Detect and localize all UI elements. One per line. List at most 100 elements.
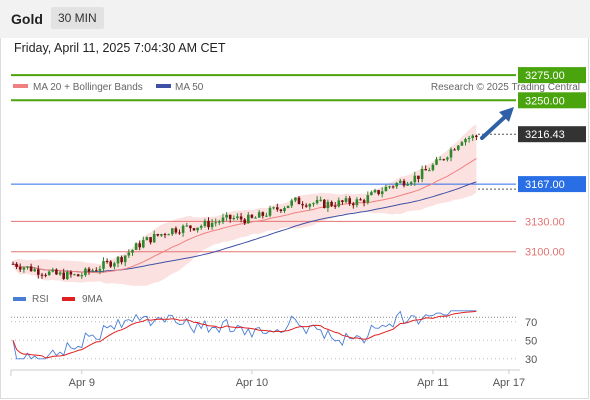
candle-body — [185, 225, 189, 227]
candle-body — [323, 199, 326, 208]
candle-body — [283, 208, 286, 211]
candle-body — [449, 149, 453, 158]
candle-body — [352, 203, 355, 206]
candle-body — [102, 261, 105, 269]
candle-body — [424, 169, 427, 171]
candle-body — [138, 243, 141, 248]
chart-frame — [0, 38, 589, 399]
rsi-ma-legend-label: 9MA — [82, 294, 103, 305]
candle-body — [69, 271, 73, 275]
candle-body — [380, 191, 384, 195]
candle-body — [163, 234, 167, 236]
candle-body — [236, 216, 239, 218]
candle-body — [250, 214, 254, 218]
candle-body — [312, 203, 315, 205]
candle-body — [467, 138, 471, 139]
target-arrow-icon — [480, 107, 514, 140]
candle-body — [33, 269, 36, 272]
candle-body — [286, 205, 290, 208]
candle-body — [460, 142, 464, 146]
candle-body — [105, 261, 109, 262]
rsi-tick-1: 50 — [525, 335, 537, 347]
candle-body — [330, 201, 333, 206]
candle-body — [384, 186, 388, 192]
candle-body — [113, 263, 116, 267]
candles — [11, 134, 478, 280]
candle-body — [428, 170, 431, 172]
candle-body — [29, 266, 33, 272]
candle-body — [265, 215, 268, 217]
level-label-bg-0 — [518, 67, 586, 84]
candle-body — [341, 200, 344, 202]
level-label-4: 3130.00 — [525, 216, 565, 228]
rsi-legend-swatch — [13, 297, 26, 301]
candle-body — [333, 205, 337, 207]
ma50-legend-label: MA 50 — [175, 82, 204, 93]
candle-body — [402, 180, 406, 186]
candle-body — [308, 204, 312, 207]
candle-body — [348, 198, 351, 204]
rsi-line — [12, 310, 477, 360]
candle-body — [160, 234, 163, 236]
level-label-3: 3167.00 — [525, 179, 565, 191]
candle-body — [80, 275, 84, 277]
candle-body — [225, 214, 228, 218]
candle-body — [47, 271, 51, 276]
candle-body — [167, 234, 170, 236]
candle-body — [420, 169, 424, 179]
candle-body — [254, 217, 257, 219]
candle-body — [178, 232, 181, 234]
chart-datetime: Friday, April 11, 2025 7:04:30 AM CET — [14, 41, 226, 55]
bollinger-band — [13, 124, 477, 286]
candle-body — [149, 237, 152, 243]
candle-body — [210, 222, 214, 228]
rsi-ma-line — [12, 310, 477, 359]
candle-body — [76, 274, 80, 277]
candle-body — [370, 192, 373, 196]
candle-body — [413, 175, 417, 183]
candle-body — [319, 199, 322, 201]
candle-body — [98, 268, 102, 271]
candle-body — [395, 182, 398, 187]
candle-body — [192, 228, 196, 231]
interval-selector[interactable]: 30 MIN — [51, 7, 104, 29]
candle-body — [438, 159, 442, 161]
price-level-labels: 3275.00 3250.00 3216.43 3167.00 3130.00 3100.… — [518, 67, 586, 259]
candle-body — [272, 207, 275, 209]
x-tick-label-2: Apr 11 — [417, 377, 449, 389]
ma20-legend-swatch — [13, 84, 28, 88]
candle-body — [95, 270, 98, 272]
candle-body — [391, 186, 395, 188]
candle-body — [457, 145, 460, 150]
candle-body — [337, 200, 341, 207]
candle-body — [145, 237, 149, 241]
candle-body — [87, 268, 91, 272]
candle-body — [109, 261, 112, 267]
candle-body — [142, 240, 145, 248]
candle-body — [471, 135, 474, 138]
candle-body — [123, 255, 127, 263]
candle-body — [453, 149, 456, 151]
x-tick-label-3: Apr 17 — [493, 377, 525, 389]
candle-body — [152, 234, 156, 243]
candle-body — [268, 208, 272, 216]
candle-body — [366, 195, 370, 203]
candle-body — [388, 186, 391, 188]
level-label-2: 3216.43 — [525, 129, 565, 141]
level-label-bg-2 — [518, 126, 586, 143]
candle-body — [261, 212, 265, 216]
candle-body — [196, 227, 199, 231]
level-label-5: 3100.00 — [525, 247, 565, 259]
candle-body — [247, 214, 250, 224]
candle-body — [228, 214, 232, 219]
candle-body — [362, 200, 366, 203]
candle-body — [203, 220, 207, 226]
candle-body — [214, 222, 217, 224]
candle-body — [276, 207, 279, 210]
candle-body — [37, 269, 40, 275]
rsi-legend-label: RSI — [32, 294, 49, 305]
candle-body — [290, 200, 293, 206]
candle-body — [174, 228, 178, 233]
level-label-1: 3250.00 — [525, 95, 565, 107]
